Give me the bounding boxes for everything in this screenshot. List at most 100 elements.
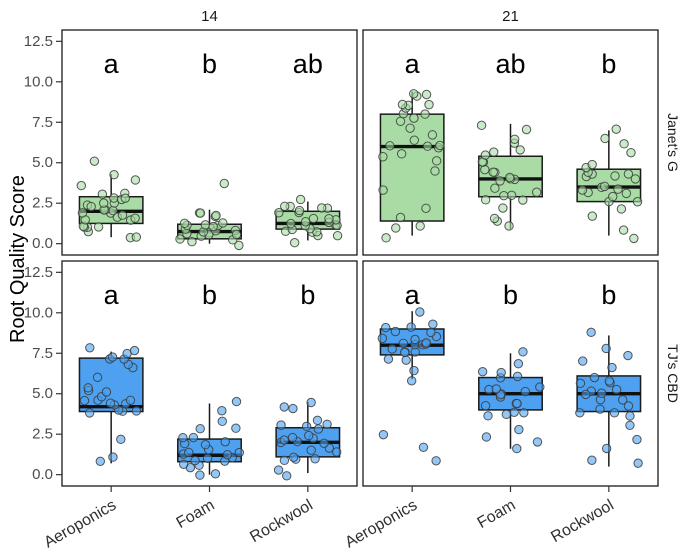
jitter-point-rockwool-14-tj-s-cbd — [276, 420, 286, 430]
jitter-point-aeroponics-14-tj-s-cbd — [108, 452, 118, 462]
jitter-point-rockwool-21-tj-s-cbd — [604, 376, 615, 386]
jitter-point-foam-21-tj-s-cbd — [480, 401, 491, 411]
y-tick-label: 5.0 — [32, 154, 53, 171]
sig-letter-foam-14-janet-s-g: b — [202, 49, 217, 79]
x-tick-label-aeroponics: Aeroponics — [41, 497, 119, 552]
jitter-point-rockwool-14-tj-s-cbd — [279, 402, 289, 412]
jitter-point-foam-14-tj-s-cbd — [178, 432, 188, 443]
jitter-point-aeroponics-14-janet-s-g — [131, 232, 142, 242]
jitter-point-aeroponics-21-janet-s-g — [415, 221, 425, 231]
jitter-point-aeroponics-14-tj-s-cbd — [125, 395, 136, 405]
jitter-point-aeroponics-14-janet-s-g — [120, 193, 130, 203]
jitter-point-rockwool-14-tj-s-cbd — [279, 455, 290, 466]
x-tick-label-foam: Foam — [174, 497, 218, 532]
jitter-point-foam-21-tj-s-cbd — [501, 409, 512, 420]
jitter-point-foam-21-tj-s-cbd — [519, 408, 529, 418]
jitter-point-rockwool-21-janet-s-g — [630, 174, 641, 184]
jitter-point-aeroponics-14-janet-s-g — [108, 205, 118, 216]
jitter-point-aeroponics-21-tj-s-cbd — [418, 442, 429, 452]
jitter-point-foam-14-janet-s-g — [179, 218, 190, 229]
y-tick-label: 7.5 — [32, 345, 53, 362]
jitter-point-rockwool-14-tj-s-cbd — [288, 403, 298, 414]
jitter-point-rockwool-21-tj-s-cbd — [581, 389, 591, 400]
jitter-point-foam-21-janet-s-g — [521, 124, 532, 135]
jitter-point-aeroponics-21-tj-s-cbd — [387, 344, 397, 354]
jitter-point-rockwool-21-janet-s-g — [577, 185, 588, 195]
jitter-point-aeroponics-21-janet-s-g — [378, 185, 388, 195]
jitter-point-aeroponics-14-janet-s-g — [117, 210, 128, 220]
jitter-point-rockwool-21-tj-s-cbd — [601, 343, 611, 354]
jitter-point-aeroponics-21-tj-s-cbd — [399, 347, 410, 358]
jitter-point-aeroponics-14-janet-s-g — [77, 208, 88, 218]
jitter-point-foam-21-janet-s-g — [490, 183, 500, 193]
jitter-point-aeroponics-14-janet-s-g — [98, 198, 109, 208]
jitter-point-foam-21-tj-s-cbd — [496, 367, 506, 378]
x-tick-label-aeroponics: Aeroponics — [342, 497, 420, 552]
jitter-point-foam-21-janet-s-g — [489, 147, 499, 157]
jitter-point-aeroponics-21-janet-s-g — [420, 109, 430, 119]
y-tick-label: 5.0 — [32, 385, 53, 402]
jitter-point-rockwool-14-tj-s-cbd — [331, 447, 342, 457]
sig-letter-rockwool-21-tj-s-cbd: b — [601, 280, 616, 310]
jitter-point-foam-21-janet-s-g — [480, 195, 491, 205]
x-tick-label-rockwool: Rockwool — [247, 497, 316, 546]
jitter-point-rockwool-14-janet-s-g — [294, 205, 305, 216]
jitter-point-aeroponics-21-tj-s-cbd — [415, 307, 425, 317]
jitter-point-foam-14-tj-s-cbd — [195, 470, 205, 480]
jitter-point-rockwool-14-tj-s-cbd — [301, 421, 312, 432]
y-tick-label: 10.0 — [24, 304, 53, 321]
jitter-point-aeroponics-21-tj-s-cbd — [381, 322, 391, 333]
jitter-point-rockwool-14-janet-s-g — [289, 237, 300, 248]
jitter-point-rockwool-21-janet-s-g — [618, 225, 629, 235]
jitter-point-rockwool-21-janet-s-g — [616, 204, 627, 214]
sig-letter-foam-14-tj-s-cbd: b — [202, 280, 217, 310]
jitter-point-foam-14-janet-s-g — [175, 234, 185, 244]
jitter-point-foam-21-tj-s-cbd — [514, 424, 524, 435]
jitter-point-aeroponics-21-tj-s-cbd — [406, 322, 416, 332]
jitter-point-foam-14-tj-s-cbd — [217, 416, 227, 427]
jitter-point-foam-14-janet-s-g — [208, 221, 218, 232]
jitter-point-aeroponics-21-janet-s-g — [391, 223, 401, 233]
jitter-point-foam-21-janet-s-g — [531, 187, 542, 197]
jitter-point-foam-14-tj-s-cbd — [202, 453, 213, 463]
jitter-point-rockwool-14-tj-s-cbd — [306, 445, 316, 455]
y-tick-label: 12.5 — [24, 33, 53, 50]
jitter-point-foam-14-tj-s-cbd — [234, 447, 244, 458]
jitter-point-foam-14-tj-s-cbd — [222, 449, 233, 460]
jitter-point-aeroponics-21-tj-s-cbd — [410, 334, 420, 345]
jitter-point-rockwool-21-tj-s-cbd — [607, 362, 617, 373]
sig-letter-foam-21-tj-s-cbd: b — [503, 280, 518, 310]
jitter-point-aeroponics-14-tj-s-cbd — [85, 343, 95, 353]
jitter-point-foam-21-tj-s-cbd — [520, 386, 530, 397]
jitter-point-aeroponics-14-tj-s-cbd — [107, 352, 118, 362]
jitter-point-aeroponics-21-janet-s-g — [408, 89, 419, 99]
jitter-point-aeroponics-21-janet-s-g — [396, 149, 407, 159]
jitter-point-aeroponics-21-tj-s-cbd — [398, 338, 409, 349]
jitter-point-foam-14-tj-s-cbd — [195, 424, 205, 434]
jitter-point-aeroponics-14-tj-s-cbd — [83, 383, 93, 393]
y-tick-label: 2.5 — [32, 195, 53, 212]
jitter-point-foam-14-tj-s-cbd — [231, 423, 241, 433]
sig-letter-aeroponics-14-janet-s-g: a — [104, 49, 120, 79]
jitter-point-rockwool-14-janet-s-g — [308, 213, 319, 224]
jitter-point-rockwool-21-tj-s-cbd — [601, 443, 612, 454]
jitter-point-rockwool-21-janet-s-g — [621, 188, 632, 199]
jitter-point-foam-21-janet-s-g — [489, 213, 500, 224]
jitter-point-rockwool-21-tj-s-cbd — [623, 401, 634, 411]
sig-letter-aeroponics-21-tj-s-cbd: a — [405, 280, 421, 310]
jitter-point-rockwool-14-tj-s-cbd — [279, 435, 290, 445]
jitter-point-foam-14-tj-s-cbd — [179, 459, 189, 469]
jitter-point-aeroponics-14-tj-s-cbd — [95, 456, 106, 466]
jitter-point-foam-21-janet-s-g — [504, 221, 514, 231]
jitter-point-rockwool-21-tj-s-cbd — [587, 455, 597, 465]
jitter-point-aeroponics-21-janet-s-g — [409, 135, 420, 145]
jitter-point-rockwool-21-tj-s-cbd — [596, 388, 607, 398]
jitter-point-rockwool-14-janet-s-g — [324, 214, 334, 224]
jitter-point-aeroponics-21-tj-s-cbd — [406, 376, 417, 386]
jitter-point-rockwool-14-tj-s-cbd — [287, 432, 298, 443]
jitter-point-aeroponics-21-janet-s-g — [435, 140, 445, 151]
jitter-point-foam-14-janet-s-g — [231, 229, 242, 240]
jitter-point-rockwool-21-tj-s-cbd — [575, 408, 585, 418]
jitter-point-aeroponics-14-tj-s-cbd — [84, 408, 95, 418]
jitter-point-foam-14-tj-s-cbd — [220, 437, 230, 447]
